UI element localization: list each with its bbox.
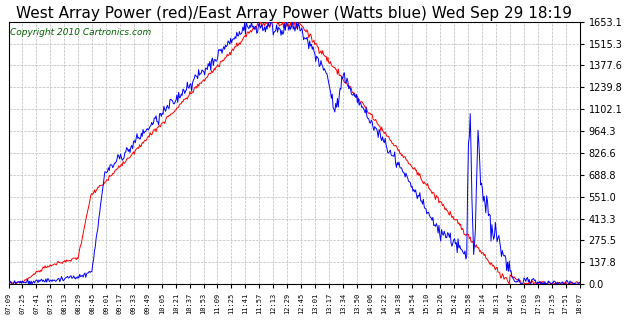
- Title: West Array Power (red)/East Array Power (Watts blue) Wed Sep 29 18:19: West Array Power (red)/East Array Power …: [16, 5, 572, 20]
- Text: Copyright 2010 Cartronics.com: Copyright 2010 Cartronics.com: [10, 28, 151, 37]
